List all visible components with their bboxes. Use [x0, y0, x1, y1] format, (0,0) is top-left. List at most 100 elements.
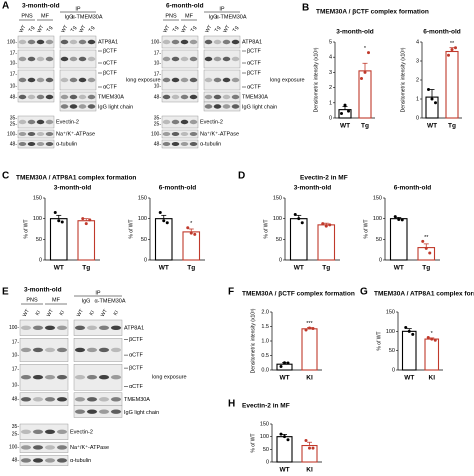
- group-label: MF: [41, 13, 50, 19]
- x-tick-label: Tg: [82, 265, 90, 272]
- band: [27, 94, 36, 100]
- band: [45, 132, 54, 136]
- y-axis-label: % of WT: [263, 219, 269, 238]
- data-point: [165, 221, 169, 225]
- data-point: [162, 219, 166, 223]
- significance: **: [450, 41, 455, 47]
- lane-label: WT: [100, 308, 109, 318]
- blot-strip: [17, 49, 55, 69]
- band-label: αCTF: [103, 60, 118, 66]
- data-point: [186, 226, 190, 230]
- band: [78, 56, 87, 62]
- band: [27, 119, 36, 125]
- data-point: [189, 231, 193, 235]
- y-tick-label: 150: [138, 195, 147, 201]
- band: [27, 142, 36, 146]
- lane-label: WT: [36, 24, 45, 34]
- lane-label: Tg: [172, 25, 180, 33]
- bar: [389, 218, 408, 261]
- band: [44, 347, 56, 353]
- bar: [276, 436, 293, 463]
- band: [204, 94, 213, 100]
- bar: [276, 363, 293, 371]
- band: [110, 325, 122, 330]
- lane-label: KI: [113, 310, 121, 317]
- y-tick-label: 50: [276, 237, 282, 243]
- band: [231, 56, 240, 62]
- band: [204, 104, 213, 109]
- band: [78, 77, 87, 83]
- chart-subtitle: 6-month-old: [423, 29, 461, 36]
- band: [87, 56, 96, 62]
- blot-strip: [17, 69, 55, 91]
- band: [36, 119, 45, 125]
- band: [36, 39, 45, 45]
- data-point: [454, 46, 457, 50]
- blot-strip: [59, 69, 97, 91]
- data-point: [286, 361, 290, 365]
- x-tick-label: Tg: [422, 265, 430, 272]
- band: [32, 375, 44, 380]
- y-tick-label: 1.5: [261, 324, 269, 330]
- group-label: MF: [185, 13, 194, 19]
- band-label: αCTF: [129, 384, 144, 390]
- lane-label: Tg: [232, 25, 240, 33]
- band: [44, 375, 56, 380]
- y-tick-label: 0: [379, 257, 382, 263]
- band-label: αCTF: [247, 84, 262, 90]
- band: [36, 132, 45, 136]
- y-tick-label: 0: [39, 257, 42, 263]
- band-label: long exposure: [152, 375, 187, 381]
- data-point: [360, 76, 363, 80]
- band: [32, 458, 44, 463]
- blot-strip: [161, 139, 199, 149]
- data-point: [300, 221, 304, 225]
- band: [222, 56, 231, 62]
- blot-title: 6-month-old: [166, 3, 204, 10]
- blot-strip: [73, 405, 123, 418]
- band: [20, 375, 32, 380]
- x-tick-label: WT: [427, 123, 437, 130]
- panel-letter: H: [228, 399, 235, 410]
- band: [18, 132, 27, 136]
- mw-marker: 10-: [154, 83, 162, 89]
- band: [204, 56, 213, 62]
- data-point: [447, 53, 450, 57]
- band: [171, 94, 180, 100]
- y-tick-label: 1.0: [261, 338, 269, 344]
- band: [180, 132, 189, 136]
- mw-marker: 10-: [154, 60, 162, 66]
- blot-strip: [161, 69, 199, 91]
- data-point: [404, 325, 408, 329]
- band: [87, 94, 96, 100]
- lane-label: WT: [46, 308, 55, 318]
- data-point: [308, 326, 311, 330]
- band: [69, 77, 78, 83]
- band: [74, 409, 86, 414]
- band: [69, 56, 78, 62]
- x-tick-label: WT: [54, 265, 64, 272]
- band-label: Na⁺/K⁺-ATPase: [56, 130, 95, 137]
- mw-marker: 17-: [12, 367, 20, 373]
- band: [189, 132, 198, 136]
- band: [171, 56, 180, 62]
- band: [162, 132, 171, 136]
- band-label: IgG light chain: [98, 104, 133, 110]
- band: [45, 94, 54, 100]
- y-axis-label: Densitometric intensity (x10³): [250, 308, 256, 373]
- band: [27, 39, 36, 45]
- band: [180, 142, 189, 146]
- blot-strip: [161, 91, 199, 103]
- lane-label: WT: [204, 24, 213, 34]
- y-tick-label: 5: [329, 39, 332, 45]
- band: [78, 39, 87, 45]
- band-label: TMEM30A: [242, 94, 268, 100]
- lane-label: KI: [59, 310, 67, 317]
- mw-marker: 35-: [12, 424, 20, 430]
- band: [87, 39, 96, 45]
- data-point: [286, 438, 290, 442]
- blot-strip: [59, 101, 97, 112]
- band: [162, 142, 171, 146]
- y-tick-label: 100: [138, 216, 147, 222]
- blot-strip: [161, 49, 199, 69]
